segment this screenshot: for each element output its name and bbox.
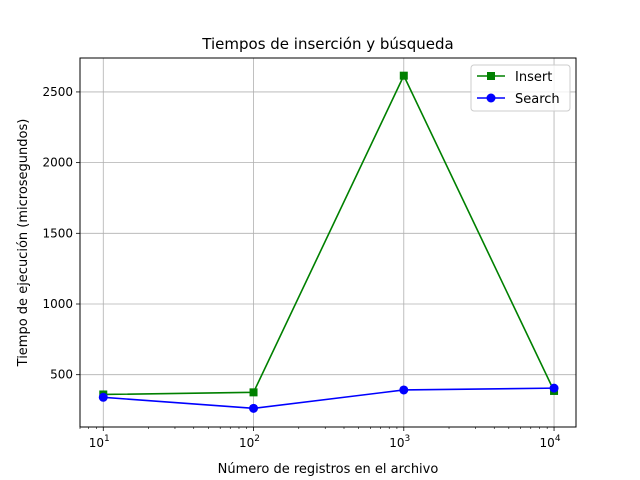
plot-frame [79,57,577,428]
line-insert [103,73,555,396]
legend: Insert Search [470,64,571,112]
point-insert [249,388,258,397]
y-tick-label: 1500 [42,226,73,240]
grid [80,58,576,427]
x-tick-label: 103 [389,434,410,450]
line-search [103,387,555,410]
point-legend-insert [487,72,495,80]
y-tick-label: 2000 [42,156,73,170]
legend-label-search: Search [515,92,560,107]
point-search [549,383,559,393]
x-axis-ticks: 101 102 103 104 [89,427,561,450]
y-tick-label: 1000 [42,297,73,311]
x-minor-ticks [79,427,548,429]
series-layer [98,71,559,413]
chart-title: Tiempos de inserción y búsqueda [201,35,453,53]
legend-label-insert: Insert [515,70,552,85]
legend-item-search: Search [477,92,560,107]
point-legend-search [486,93,496,103]
point-search [249,403,259,413]
y-tick-label: 2500 [42,85,73,99]
point-search [399,385,409,395]
series-search [98,383,559,413]
point-search [98,392,108,402]
y-axis-ticks: 500 1000 1500 2000 2500 [42,85,80,382]
legend-item-insert: Insert [477,70,552,85]
x-tick-label: 104 [540,434,561,450]
x-axis-label: Número de registros en el archivo [218,462,439,477]
y-tick-label: 500 [50,368,73,382]
y-axis-label: Tiempo de ejecución (microsegundos) [16,119,31,368]
x-tick-label: 102 [239,434,260,450]
point-insert [399,71,408,80]
x-tick-label: 101 [89,434,110,450]
